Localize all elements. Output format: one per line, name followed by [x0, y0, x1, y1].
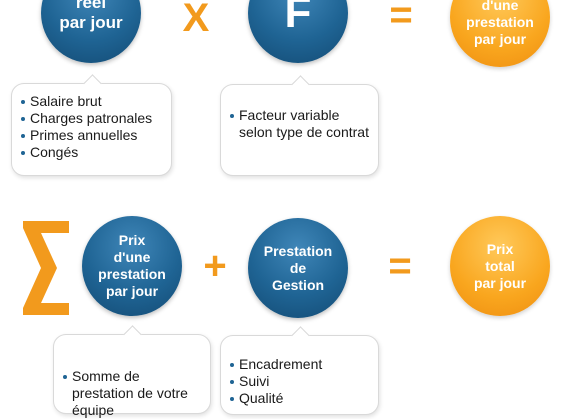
- total-price-circle: Prix total par jour: [450, 216, 550, 316]
- prestation-price-result-circle: d'une prestation par jour: [450, 0, 550, 67]
- salary-components-list: Salaire brut Charges patronales Primes a…: [20, 93, 163, 161]
- factor-circle: F: [248, 0, 348, 63]
- management-line-1: Prestation: [263, 242, 333, 259]
- result1-line-1: d'une: [481, 0, 519, 13]
- callout-pointer: [83, 74, 102, 93]
- factor-description-list: Facteur variable selon type de contrat: [229, 107, 370, 141]
- multiply-operator: X: [182, 0, 210, 40]
- salary-components-callout: Salaire brut Charges patronales Primes a…: [11, 74, 172, 176]
- real-cost-line-1: réel: [75, 0, 107, 12]
- list-item: Congés: [20, 144, 163, 161]
- prestation-line-1: Prix: [118, 232, 146, 248]
- callout-pointer: [291, 326, 310, 345]
- sigma-icon: [23, 221, 69, 315]
- list-item: Charges patronales: [20, 110, 163, 127]
- plus-operator: +: [203, 244, 227, 288]
- callout-pointer: [123, 325, 142, 344]
- factor-letter: F: [284, 0, 312, 37]
- list-item: Qualité: [229, 390, 370, 407]
- real-cost-circle: réel par jour: [41, 0, 141, 63]
- list-item: Suivi: [229, 373, 370, 390]
- equals-operator-row1: =: [389, 0, 413, 37]
- total-line-3: par jour: [473, 274, 527, 291]
- management-line-2: de: [289, 259, 307, 276]
- equals-operator-row2: =: [388, 244, 412, 288]
- list-item: Salaire brut: [20, 93, 163, 110]
- result1-line-3: par jour: [473, 30, 527, 47]
- management-services-list: Encadrement Suivi Qualité: [229, 356, 370, 407]
- list-item: Facteur variable selon type de contrat: [229, 107, 370, 141]
- sigma-symbol: [20, 218, 72, 318]
- team-sum-callout: Somme de prestation de votre équipe: [53, 325, 211, 418]
- prestation-price-circle: Prix d'une prestation par jour: [82, 216, 182, 316]
- management-fee-circle: Prestation de Gestion: [248, 218, 348, 318]
- factor-description-callout: Facteur variable selon type de contrat: [220, 75, 379, 176]
- total-line-2: total: [485, 257, 515, 274]
- callout-pointer: [291, 75, 310, 94]
- management-services-callout: Encadrement Suivi Qualité: [220, 326, 379, 415]
- list-item: Somme de prestation de votre équipe: [62, 368, 202, 419]
- total-line-1: Prix: [486, 240, 514, 257]
- list-item: Encadrement: [229, 356, 370, 373]
- prestation-line-2: d'une: [113, 249, 151, 265]
- list-item: Primes annuelles: [20, 127, 163, 144]
- real-cost-line-2: par jour: [59, 13, 123, 32]
- result1-line-2: prestation: [466, 13, 534, 30]
- management-line-3: Gestion: [271, 276, 325, 293]
- prestation-line-3: prestation: [98, 266, 166, 282]
- team-sum-list: Somme de prestation de votre équipe: [62, 368, 202, 419]
- prestation-line-4: par jour: [105, 283, 159, 299]
